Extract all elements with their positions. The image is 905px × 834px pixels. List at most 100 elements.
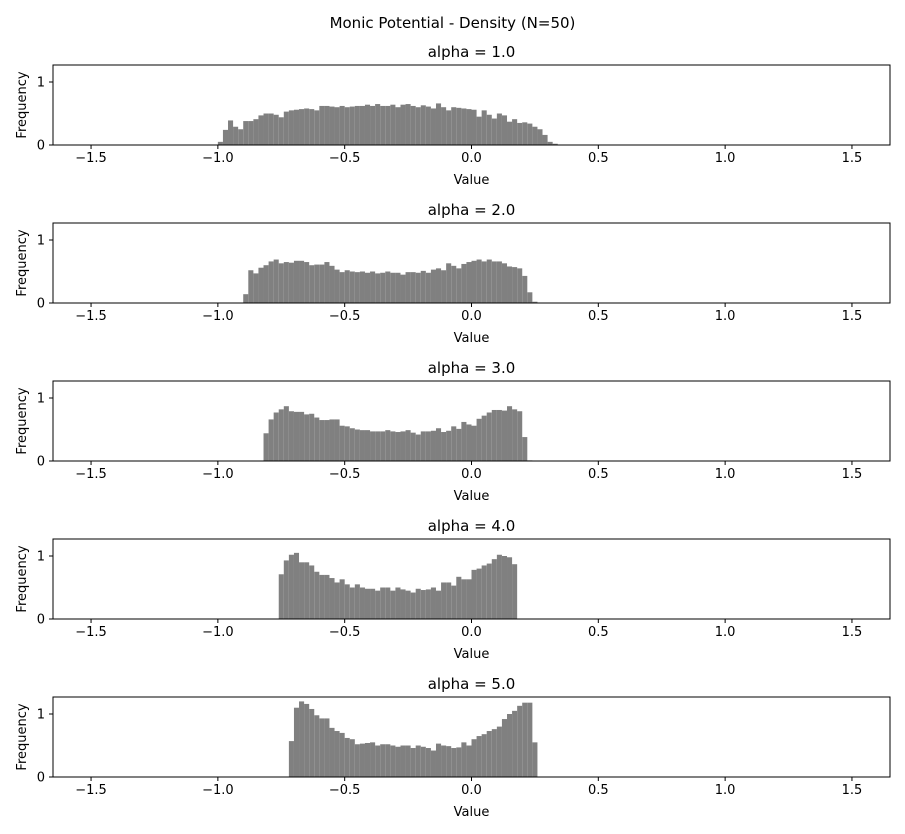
histogram-bar xyxy=(293,552,300,619)
histogram-bar xyxy=(299,109,305,145)
x-tick-label: 0.0 xyxy=(461,783,482,798)
histogram-bar xyxy=(299,411,305,461)
histogram-bar xyxy=(420,270,426,303)
x-tick-label: 1.0 xyxy=(715,151,736,166)
histogram-bar xyxy=(501,115,508,145)
histogram-bar xyxy=(268,261,274,303)
histogram-bar xyxy=(435,428,442,461)
histogram-bar xyxy=(425,106,431,145)
histogram-bar xyxy=(309,265,315,303)
histogram-bar xyxy=(334,419,340,461)
y-tick-label: 1 xyxy=(37,550,45,565)
histogram-bar xyxy=(319,264,325,303)
y-axis-label: Frequency xyxy=(15,703,30,770)
histogram-bar xyxy=(507,714,513,777)
histogram-bar xyxy=(451,426,457,461)
histogram-bar xyxy=(228,120,234,145)
x-tick-label: 1.0 xyxy=(715,625,736,640)
histogram-bar xyxy=(466,424,472,461)
histogram-bar xyxy=(324,420,330,461)
histogram-bar xyxy=(370,271,376,303)
histogram-bar xyxy=(491,261,497,303)
histogram-bar xyxy=(385,430,391,461)
histogram-bar xyxy=(481,415,487,461)
histogram-bar xyxy=(527,123,533,145)
histogram-bar xyxy=(364,588,371,619)
histogram-bar xyxy=(390,431,396,461)
histogram-bar xyxy=(395,107,401,145)
x-tick-label: 1.5 xyxy=(842,151,863,166)
histogram-bar xyxy=(370,431,376,461)
histogram-bar xyxy=(349,271,355,303)
histogram-bar xyxy=(481,565,487,619)
histogram-bar xyxy=(385,105,391,145)
histogram-bar xyxy=(491,559,497,619)
histogram-bar xyxy=(435,743,442,777)
histogram-bar xyxy=(501,263,508,303)
histogram-bar xyxy=(517,268,523,303)
histogram-bar xyxy=(456,747,462,777)
histogram-bar xyxy=(278,263,284,303)
histogram-bar xyxy=(375,273,381,303)
histogram-bar xyxy=(248,121,254,145)
histogram-bar xyxy=(486,412,492,461)
y-tick-label: 0 xyxy=(37,297,45,312)
histogram-bar xyxy=(496,554,502,619)
histogram-bar xyxy=(547,141,553,145)
x-tick-label: 1.5 xyxy=(842,467,863,482)
histogram-bar xyxy=(441,432,447,461)
histogram-bar xyxy=(476,736,482,777)
histogram-bar xyxy=(430,269,436,303)
histogram-bar xyxy=(248,270,254,303)
histogram-bar xyxy=(309,109,315,145)
histogram-bar xyxy=(304,703,310,777)
y-tick-label: 1 xyxy=(37,76,45,91)
histogram-bar xyxy=(400,274,406,303)
histogram-bar xyxy=(461,579,467,619)
x-tick-label: 0.5 xyxy=(588,467,609,482)
histogram-bar xyxy=(293,411,300,461)
histogram-bar xyxy=(278,409,284,461)
histogram-bar xyxy=(375,431,381,461)
x-tick-label: 1.5 xyxy=(842,309,863,324)
histogram-bar xyxy=(253,273,259,303)
histogram-bar xyxy=(364,742,371,777)
histogram-bar xyxy=(507,121,513,145)
histogram-bar xyxy=(456,107,462,145)
histogram-bar xyxy=(496,726,502,777)
histogram-bar xyxy=(512,409,518,461)
histogram-bar xyxy=(405,104,411,145)
histogram-bar xyxy=(430,430,436,461)
histogram-bar xyxy=(344,737,350,777)
x-tick-label: 0.0 xyxy=(461,467,482,482)
histogram-bar xyxy=(507,557,513,619)
subplot-title: alpha = 2.0 xyxy=(428,201,516,219)
histogram-bar xyxy=(380,587,386,619)
histogram-bar xyxy=(288,262,294,303)
histogram-bar xyxy=(304,414,310,461)
histogram-bar xyxy=(390,104,396,145)
histogram-bar xyxy=(486,563,492,619)
histogram-bar xyxy=(334,107,340,145)
histogram-bar xyxy=(461,263,467,303)
histogram-bar xyxy=(329,727,335,777)
histogram-bar xyxy=(481,110,487,145)
histogram-bar xyxy=(451,107,457,145)
histogram-bar xyxy=(425,431,431,461)
histogram-bar xyxy=(446,110,452,145)
histogram-bar xyxy=(471,260,477,303)
histogram-bar xyxy=(435,590,442,619)
histogram-bar xyxy=(532,126,538,145)
histogram-bar xyxy=(263,265,269,303)
histogram-bar xyxy=(537,129,543,145)
x-tick-label: −1.0 xyxy=(202,625,234,640)
histogram-bar xyxy=(349,739,355,777)
histogram-bar xyxy=(339,272,345,303)
histogram-bar xyxy=(278,574,284,619)
histogram-bar xyxy=(466,579,472,619)
histogram-bar xyxy=(349,428,355,461)
histogram-bar xyxy=(512,267,518,303)
histogram-bar xyxy=(415,434,421,461)
histogram-bar xyxy=(385,587,391,619)
x-axis-label: Value xyxy=(454,489,490,504)
